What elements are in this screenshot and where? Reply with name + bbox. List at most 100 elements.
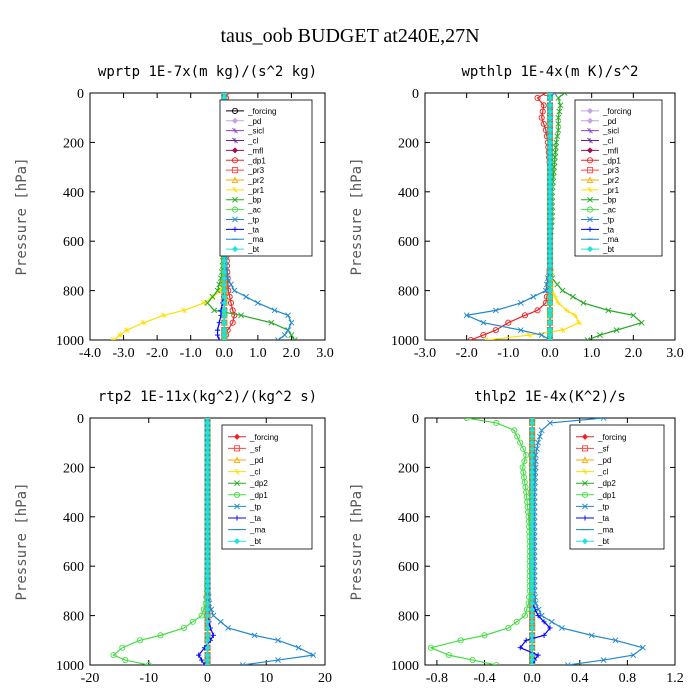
data-point xyxy=(208,606,215,613)
data-point xyxy=(445,652,452,659)
legend: _forcing_pd_sicl_cl_mfl_dp1_pr3_pr2_pr1_… xyxy=(574,99,663,257)
data-point xyxy=(198,612,205,619)
data-point xyxy=(295,644,302,651)
data-point xyxy=(559,327,566,334)
legend-item: _bt xyxy=(581,245,615,254)
data-point xyxy=(214,327,221,333)
data-point xyxy=(229,319,236,326)
legend-swatch-marker xyxy=(231,246,239,253)
data-point xyxy=(268,319,275,326)
legend-label: _bt xyxy=(602,245,615,254)
data-point xyxy=(214,332,221,338)
legend-label: _dp2 xyxy=(249,479,268,488)
legend-item: _ma xyxy=(576,526,614,535)
legend-item: _ta xyxy=(226,225,260,234)
data-point xyxy=(546,336,554,340)
legend-item: _ma xyxy=(228,526,266,535)
data-point xyxy=(288,319,295,326)
data-point xyxy=(225,625,231,631)
data-point xyxy=(547,420,553,426)
legend-swatch-marker xyxy=(587,127,593,134)
legend-swatch-marker xyxy=(233,445,241,452)
legend-label: _ta xyxy=(602,225,615,234)
series-bt xyxy=(204,418,211,665)
series-line xyxy=(470,93,551,340)
data-point xyxy=(221,293,228,300)
legend-swatch-marker xyxy=(234,480,240,487)
data-point xyxy=(196,652,202,658)
legend-swatch-marker xyxy=(586,147,594,154)
data-point xyxy=(529,419,536,426)
data-point xyxy=(546,114,554,121)
legend-swatch-marker xyxy=(581,491,589,498)
legend-swatch-marker xyxy=(586,117,594,124)
data-point xyxy=(572,312,578,319)
data-point xyxy=(546,127,554,134)
legend-label: _ma xyxy=(247,235,264,244)
series-dp1 xyxy=(467,93,554,340)
y-tick-label: 600 xyxy=(398,235,419,250)
data-point xyxy=(523,637,529,643)
panel-title: wpthlp 1E-4x(m K)/s^2 xyxy=(461,64,638,80)
data-point xyxy=(216,337,222,340)
data-point xyxy=(553,139,560,146)
legend-item: _dp1 xyxy=(226,156,266,165)
data-point xyxy=(204,594,211,601)
data-point xyxy=(514,433,521,440)
data-point xyxy=(535,439,542,446)
data-point xyxy=(204,662,211,665)
data-point xyxy=(140,319,147,326)
legend-swatch-marker xyxy=(233,433,241,440)
data-point xyxy=(480,319,487,326)
x-tick-label: -2.0 xyxy=(456,346,478,361)
data-point xyxy=(243,293,250,300)
data-point xyxy=(517,439,524,446)
data-point xyxy=(271,307,278,314)
legend-swatch-marker xyxy=(586,176,594,184)
legend-item: _sf xyxy=(228,444,261,453)
series-line xyxy=(533,418,645,665)
plot-area xyxy=(463,93,645,340)
data-point xyxy=(493,419,500,426)
data-point xyxy=(612,637,619,644)
data-point xyxy=(521,458,528,465)
data-point xyxy=(538,427,545,434)
legend-swatch-marker xyxy=(586,107,594,114)
y-tick-label: 0 xyxy=(412,412,419,427)
legend-item: _pd xyxy=(576,456,611,465)
legend-label: _forcing xyxy=(602,107,631,116)
data-point xyxy=(576,319,583,326)
x-tick-label: 10 xyxy=(259,671,273,686)
data-point xyxy=(546,299,554,306)
data-point xyxy=(639,644,646,651)
legend-swatch-marker xyxy=(586,157,594,164)
legend-item: _dp2 xyxy=(576,479,616,488)
x-tick-label: -20 xyxy=(81,671,100,686)
y-tick-label: 400 xyxy=(398,511,419,526)
legend-label: _mfl xyxy=(602,146,618,155)
x-tick-label: -4.0 xyxy=(79,346,101,361)
chart-panel-2: wpthlp 1E-4x(m K)/s^2 Pressure [hPa] -3.0 -… xyxy=(349,64,684,361)
data-point xyxy=(529,594,536,601)
data-point xyxy=(204,618,211,625)
y-tick-label: 0 xyxy=(412,87,419,102)
legend-swatch-marker xyxy=(581,538,589,545)
legend-label: _cl xyxy=(597,468,608,477)
legend-label: _bt xyxy=(249,537,262,546)
y-tick-label: 0 xyxy=(77,87,84,102)
data-point xyxy=(480,332,487,339)
plot-area xyxy=(110,418,317,665)
data-point xyxy=(467,336,474,340)
legend-swatch-marker xyxy=(586,206,594,213)
data-point xyxy=(546,293,554,300)
data-point xyxy=(529,433,536,440)
legend-label: _bp xyxy=(602,196,617,205)
data-point xyxy=(221,281,228,288)
legend-label: _ma xyxy=(597,526,614,535)
data-point xyxy=(555,300,562,306)
data-point xyxy=(521,312,529,319)
data-point xyxy=(221,93,228,96)
data-point xyxy=(538,114,545,121)
legend-swatch-marker xyxy=(582,468,588,475)
data-point xyxy=(546,275,554,282)
